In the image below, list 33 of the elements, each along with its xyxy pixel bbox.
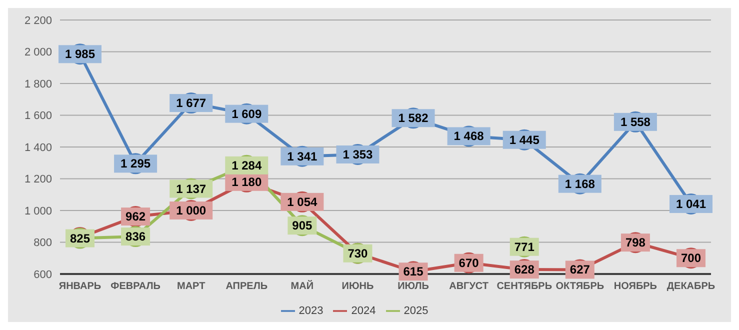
x-tick-label: ОКТЯБРЬ	[556, 281, 604, 292]
data-label: 798	[625, 236, 646, 250]
y-tick-label: 1 600	[24, 110, 52, 122]
data-label: 700	[680, 251, 702, 266]
x-tick-label: ИЮНЬ	[342, 281, 374, 292]
data-label: 825	[70, 231, 90, 246]
x-tick-label: СЕНТЯБРЬ	[496, 281, 552, 292]
data-label: 905	[292, 218, 313, 233]
x-tick-label: ФЕВРАЛЬ	[110, 281, 160, 292]
y-tick-label: 1 400	[24, 142, 52, 154]
x-tick-label: ЯНВАРЬ	[58, 281, 102, 292]
y-tick-label: 2 200	[24, 14, 52, 27]
y-tick-label: 1 000	[24, 205, 52, 218]
data-label: 962	[126, 210, 146, 224]
legend-label: 2025	[404, 304, 428, 317]
y-tick-label: 800	[34, 237, 52, 250]
y-tick-label: 600	[34, 268, 52, 281]
x-tick-label: АВГУСТ	[449, 281, 489, 292]
y-tick-label: 1 800	[24, 78, 52, 90]
x-tick-label: МАРТ	[176, 281, 206, 292]
x-tick-label: МАЙ	[290, 279, 314, 292]
x-tick-label: АПРЕЛЬ	[226, 281, 268, 292]
data-label: 771	[514, 240, 535, 254]
y-tick-label: 2 000	[24, 46, 52, 59]
data-label: 670	[458, 256, 480, 270]
legend-label: 2023	[298, 304, 324, 317]
data-label: 730	[348, 246, 368, 260]
x-tick-label: ДЕКАБРЬ	[666, 281, 716, 292]
data-label: 836	[126, 230, 146, 244]
y-tick-label: 1 200	[24, 174, 52, 186]
x-tick-label: ИЮЛЬ	[398, 281, 429, 292]
legend-label: 2024	[351, 304, 376, 317]
x-tick-label: НОЯБРЬ	[614, 281, 658, 292]
